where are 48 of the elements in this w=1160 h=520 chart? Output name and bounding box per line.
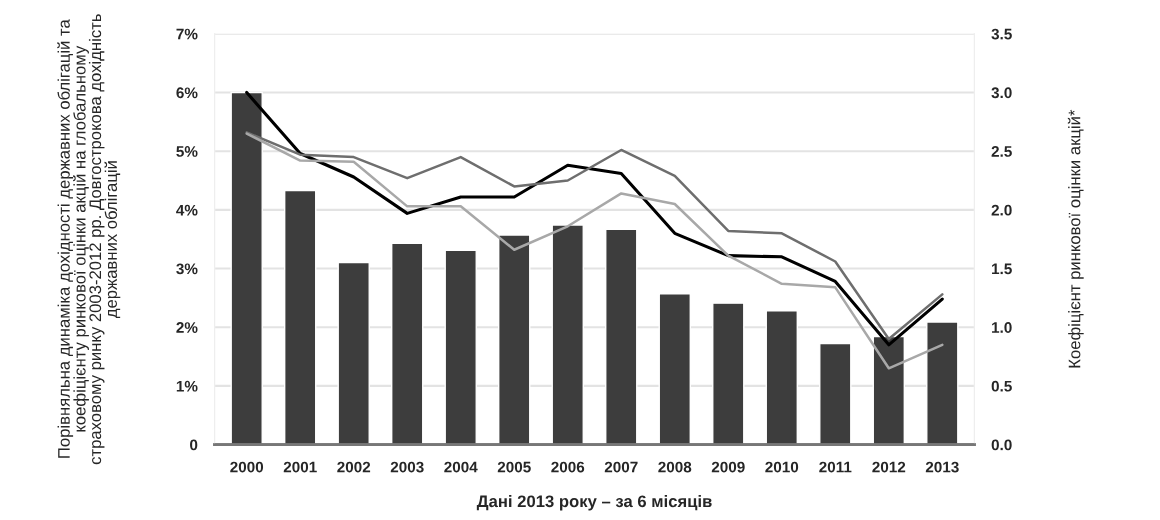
bar [765,310,798,445]
x-tick-label: 2004 [444,461,478,473]
bar [498,234,531,445]
y2-tick-label: 1.5 [992,263,1012,275]
x-tick-label: 2008 [658,461,692,473]
bar [444,249,477,445]
bar [712,302,745,445]
x-tick-label: 2011 [819,461,852,473]
bar [230,91,263,445]
bar [819,342,852,445]
x-tick-label: 2001 [283,461,317,473]
bar [283,189,317,445]
bar [391,242,424,445]
y2-tick-label: 3.0 [991,87,1012,99]
y2-tick-label: 2.5 [991,146,1012,157]
x-tick-label: 2007 [604,461,638,473]
y2-tick-label: 3.5 [991,28,1012,40]
bar [605,228,638,445]
y-tick-label: 1% [176,380,198,392]
x-axis-title: Дані 2013 року – за 6 місяців [476,494,712,511]
x-tick-label: 2012 [872,461,906,473]
y-tick-label: 2% [176,322,198,333]
y-axis-title: Порівняльна динаміка дохідності державних облігацій та коефіцієнту ринкової оцінки акцій на глобальному страховому ринку 2003-2012 рр. Довгострокова дохідність державних облігацій [57,14,121,465]
y-tick-label: 3% [176,263,198,275]
bar [872,335,906,445]
y2-axis-title: Коефіцієнт ринкової оцінки акцій* [1067,109,1084,368]
y2-tick-label: 1.0 [992,322,1012,333]
x-tick-label: 2006 [551,461,585,473]
bar [551,224,584,445]
x-tick-label: 2003 [390,461,424,473]
bar [337,261,370,445]
x-tick-label: 2000 [230,461,264,473]
y-tick-label: 6% [176,87,198,99]
x-tick-label: 2013 [925,461,959,473]
x-tick-label: 2002 [337,461,371,473]
x-tick-label: 2010 [765,461,799,473]
x-tick-label: 2009 [711,461,745,473]
y2-tick-label: 0.0 [991,439,1012,451]
x-tick-label: 2005 [497,461,531,473]
line-series [245,90,944,347]
y-tick-label: 5% [176,146,198,157]
y-tick-label: 4% [176,204,198,216]
bar [658,293,691,445]
y2-tick-label: 2.0 [991,204,1012,216]
y2-tick-label: 0.5 [991,380,1012,392]
y-tick-label: 0 [190,439,198,451]
bar [926,321,959,445]
y-tick-label: 7% [176,28,198,40]
